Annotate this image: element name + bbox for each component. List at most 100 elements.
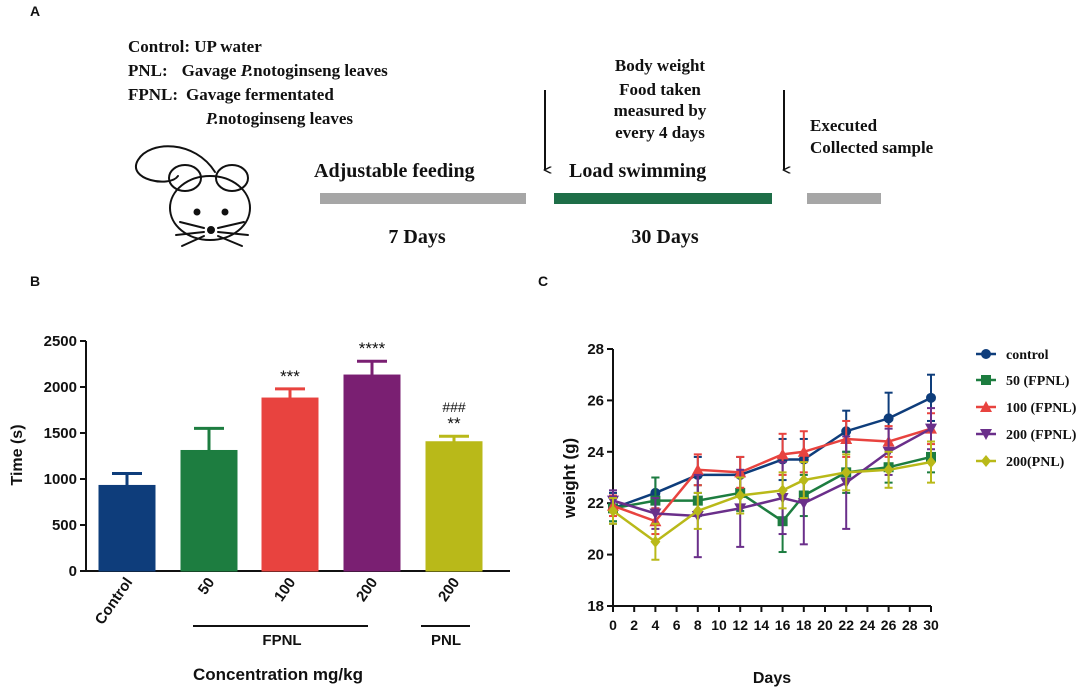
chart-b-category-label: 50 <box>195 575 218 598</box>
legend-marker-0 <box>981 349 991 359</box>
series-4-point <box>608 504 618 517</box>
series-3-point <box>925 423 937 435</box>
chart-c-legend: control 50 (FPNL) 100 (FPNL) 200 (FPNL) 200(… <box>976 348 1077 470</box>
chart-b-ytick-label: 2500 <box>44 333 77 350</box>
group-pnl-text: PNL: Gavage P.notoginseng leaves <box>128 61 388 80</box>
series-0-point <box>926 392 936 403</box>
chart-c-xtick-label: 14 <box>754 617 770 633</box>
group-fpnl-text: FPNL: Gavage fermentated <box>128 85 334 104</box>
significance-label-4: ** <box>447 414 461 433</box>
stage1-label: Adjustable feeding <box>314 160 475 182</box>
chart-c-xtick-label: 12 <box>732 617 748 633</box>
series-2-line <box>612 427 932 523</box>
chart-b-yticks: 0 500 1000 1500 2000 2500 <box>44 333 86 580</box>
series-4-point <box>926 456 936 469</box>
series-4-point <box>883 463 894 476</box>
series-3-point <box>649 508 662 520</box>
chart-b-xlabel: Concentration mg/kg <box>193 665 363 684</box>
significance-hash-label-4: ### <box>442 399 466 415</box>
legend-label-2: 100 (FPNL) <box>1006 401 1077 416</box>
measure-line-2: Food taken <box>619 80 701 99</box>
panel-b-label: B <box>30 273 40 289</box>
stage3-bar <box>807 193 881 204</box>
chart-c-xtick-label: 30 <box>923 617 939 633</box>
stage2-label: Load swimming <box>569 160 706 182</box>
chart-c-yticks: 18 20 22 24 26 28 <box>587 341 613 615</box>
chart-c-xtick-label: 26 <box>881 617 897 633</box>
bar-2 <box>261 397 319 572</box>
chart-b-bars: *********### <box>98 339 483 572</box>
chart-c-xtick-label: 0 <box>609 617 617 633</box>
panel-c-label: C <box>538 273 548 289</box>
chart-b-xlabels: Control 50 100 200 200 <box>92 575 464 628</box>
chart-b-ytick-label: 0 <box>69 563 77 580</box>
legend-marker-4 <box>981 455 991 467</box>
legend-label-4: 200(PNL) <box>1006 455 1065 470</box>
chart-b-category-label: 200 <box>353 575 381 605</box>
legend-marker-3 <box>980 429 992 440</box>
measure-line-4: every 4 days <box>615 123 705 142</box>
legend-marker-1 <box>981 375 991 385</box>
series-3-point <box>797 498 810 510</box>
series-0-point <box>883 413 894 424</box>
chart-c-xtick-label: 4 <box>652 617 660 633</box>
chart-c-xlabel: Days <box>753 670 791 687</box>
chart-c-xtick-label: 18 <box>796 617 812 633</box>
significance-label-3: **** <box>359 339 386 358</box>
group-fpnl-text-line2: P.notoginseng leaves <box>205 109 353 128</box>
chart-b-ylabel: Time (s) <box>9 424 26 485</box>
chart-c-ytick-label: 26 <box>587 392 604 409</box>
series-1-line <box>612 455 932 523</box>
chart-b-category-label: 200 <box>435 575 463 605</box>
chart-c-xtick-label: 20 <box>817 617 833 633</box>
stage1-bar <box>320 193 526 204</box>
chart-c-xtick-label: 2 <box>630 617 638 633</box>
bar-1 <box>180 449 238 572</box>
series-2-point <box>691 463 704 475</box>
series-4 <box>608 440 936 561</box>
series-4-point <box>735 489 746 502</box>
bar-3 <box>343 374 401 572</box>
chart-c-series <box>607 373 937 561</box>
pnl-group-label: PNL <box>431 632 461 649</box>
panel-a-label: A <box>30 3 40 19</box>
chart-c-ytick-label: 20 <box>587 547 604 564</box>
chart-c-xtick-label: 16 <box>775 617 791 633</box>
chart-c-xtick-label: 28 <box>902 617 918 633</box>
measure-line-1: Body weight <box>615 56 706 75</box>
chart-b-ytick-label: 1000 <box>44 471 77 488</box>
chart-c-ytick-label: 18 <box>587 598 604 615</box>
chart-c-ytick-label: 22 <box>587 495 604 512</box>
chart-b-category-label: Control <box>92 575 137 628</box>
significance-label-2: *** <box>280 367 300 386</box>
chart-c-xtick-label: 22 <box>838 617 854 633</box>
legend-label-1: 50 (FPNL) <box>1006 374 1070 389</box>
bar-0 <box>98 484 156 572</box>
series-2-point <box>797 445 810 457</box>
end-line-1: Executed <box>810 116 878 135</box>
fpnl-group-label: FPNL <box>262 632 301 649</box>
legend-label-3: 200 (FPNL) <box>1006 428 1077 443</box>
chart-b-ytick-label: 1500 <box>44 425 77 442</box>
group-control-text: Control: UP water <box>128 37 262 56</box>
chart-c-ytick-label: 28 <box>587 341 604 358</box>
stage2-bar <box>554 193 772 204</box>
chart-c-xticks: 0 2 4 6 8 10 12 14 16 18 20 22 24 26 28 30 <box>609 606 939 633</box>
chart-b-ytick-label: 500 <box>52 517 77 534</box>
series-4-point <box>650 535 661 548</box>
chart-c-xtick-label: 10 <box>711 617 727 633</box>
legend-marker-2 <box>980 401 992 412</box>
series-4-point <box>798 474 809 487</box>
series-2-point <box>776 448 789 460</box>
chart-b-ytick-label: 2000 <box>44 379 77 396</box>
stage1-duration: 7 Days <box>388 226 445 248</box>
bar-4 <box>425 441 483 572</box>
series-4-point <box>841 466 852 479</box>
mouse-icon <box>135 145 251 247</box>
measure-line-3: measured by <box>614 101 707 120</box>
end-line-2: Collected sample <box>810 138 934 157</box>
legend-label-0: control <box>1006 348 1049 363</box>
